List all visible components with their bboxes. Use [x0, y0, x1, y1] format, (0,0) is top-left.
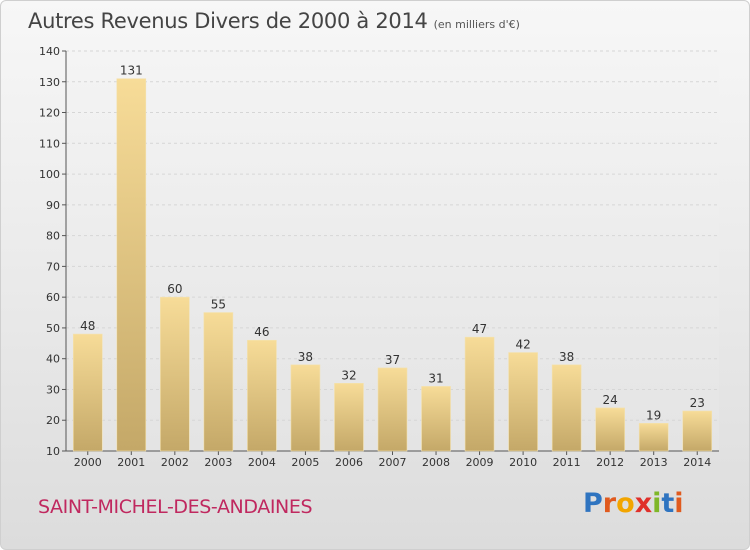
bar [116, 78, 147, 452]
chart-title: Autres Revenus Divers de 2000 à 2014 (en … [28, 9, 520, 33]
x-tick-label: 2013 [640, 456, 668, 469]
data-label: 60 [167, 282, 182, 296]
data-label: 55 [211, 298, 226, 312]
logo-letter: P [583, 488, 603, 519]
x-tick-label: 2004 [248, 456, 276, 469]
x-tick-label: 2012 [596, 456, 624, 469]
logo-letter: o [616, 488, 635, 519]
x-tick-label: 2008 [422, 456, 450, 469]
commune-name: SAINT-MICHEL-DES-ANDAINES [38, 496, 313, 518]
data-label: 23 [690, 396, 705, 410]
proxiti-logo: Proxiti [583, 488, 684, 519]
logo-letter: t [661, 488, 675, 519]
y-tick-label: 40 [46, 353, 60, 366]
data-label: 19 [646, 408, 661, 422]
bar [377, 367, 408, 452]
logo-letter: r [602, 488, 617, 519]
bar [160, 296, 190, 452]
x-tick-label: 2009 [466, 456, 494, 469]
x-tick-label: 2010 [509, 456, 537, 469]
data-label: 131 [120, 64, 143, 78]
bars [72, 78, 713, 452]
x-tick-label: 2002 [161, 456, 189, 469]
x-tick-label: 2007 [379, 456, 407, 469]
bar [682, 410, 713, 452]
logo-letter: i [652, 488, 662, 519]
y-tick-label: 140 [39, 45, 60, 58]
y-tick-label: 60 [46, 291, 60, 304]
x-tick-label: 2011 [553, 456, 581, 469]
bar [334, 383, 364, 452]
y-tick-label: 80 [46, 230, 60, 243]
logo-letter: i [674, 488, 684, 519]
x-tick-label: 2003 [204, 456, 232, 469]
bar [421, 386, 451, 452]
x-tick-label: 2000 [74, 456, 102, 469]
data-label: 37 [385, 353, 400, 367]
data-label: 32 [341, 368, 356, 382]
logo-letter: x [634, 488, 653, 519]
x-tick-label: 2014 [683, 456, 711, 469]
data-label: 46 [254, 325, 269, 339]
bar [72, 333, 103, 452]
data-label: 31 [428, 371, 443, 385]
y-tick-label: 120 [39, 107, 60, 120]
bar [247, 339, 277, 452]
y-tick-label: 10 [46, 445, 60, 458]
chart-subtitle: (en milliers d'€) [433, 18, 520, 31]
y-tick-label: 90 [46, 199, 60, 212]
y-tick-label: 50 [46, 322, 60, 335]
bar [464, 336, 495, 452]
y-tick-label: 110 [39, 137, 60, 150]
data-label: 48 [80, 319, 95, 333]
x-tick-label: 2006 [335, 456, 363, 469]
data-label: 38 [559, 350, 574, 364]
x-tick-label: 2001 [117, 456, 145, 469]
data-label: 24 [603, 393, 618, 407]
bar [551, 364, 582, 452]
y-tick-label: 130 [39, 76, 60, 89]
y-tick-label: 30 [46, 383, 60, 396]
bar [203, 312, 234, 452]
bar [290, 364, 321, 452]
bar [638, 423, 669, 452]
data-labels: 48 131 60 55 46 38 32 37 31 47 42 38 24 19 23 [80, 64, 705, 423]
data-label: 42 [515, 338, 530, 352]
bar [508, 352, 538, 452]
chart-title-text: Autres Revenus Divers de 2000 à 2014 [28, 9, 428, 33]
y-tick-label: 100 [39, 168, 60, 181]
data-label: 47 [472, 322, 487, 336]
y-tick-label: 20 [46, 414, 60, 427]
bar [595, 407, 625, 452]
data-label: 38 [298, 350, 313, 364]
y-tick-label: 70 [46, 260, 60, 273]
x-tick-label: 2005 [291, 456, 319, 469]
